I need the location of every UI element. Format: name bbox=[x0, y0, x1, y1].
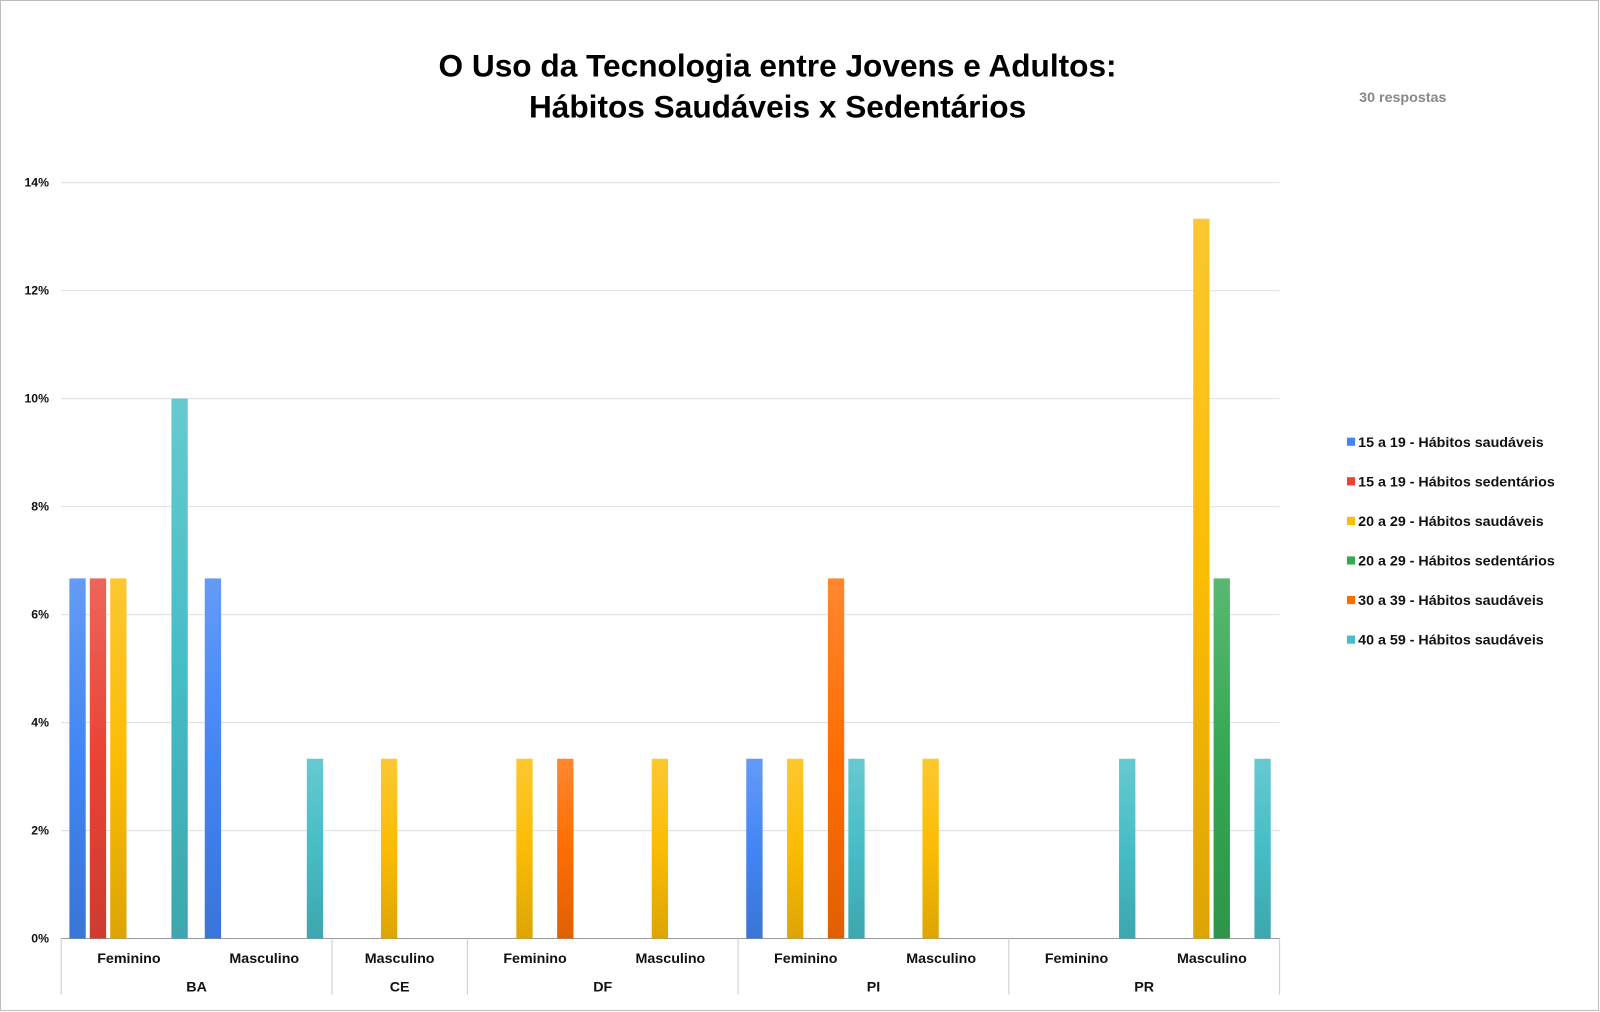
bar[interactable]: 40 a 59 - Hábitos saudáveis: 3.33% bbox=[848, 758, 865, 939]
x-group-label: DF bbox=[593, 980, 612, 996]
legend-swatch bbox=[1346, 635, 1356, 644]
bar[interactable]: 20 a 29 - Hábitos saudáveis: 3.33% bbox=[651, 758, 669, 939]
legend: 15 a 19 - Hábitos saudáveis 15 a 19 - Háb… bbox=[1346, 435, 1555, 649]
y-tick-label: 2% bbox=[31, 824, 49, 838]
legend-swatch bbox=[1346, 477, 1356, 486]
x-group-label: CE bbox=[390, 980, 410, 996]
y-tick-label: 12% bbox=[24, 284, 49, 298]
bar[interactable]: 20 a 29 - Hábitos saudáveis: 3.33% bbox=[516, 758, 533, 939]
legend-item[interactable]: 15 a 19 - Hábitos saudáveis bbox=[1346, 435, 1544, 451]
legend-swatch bbox=[1346, 595, 1356, 605]
bar[interactable]: 20 a 29 - Hábitos sedentários: 6.67% bbox=[1213, 578, 1230, 939]
x-group-label: PR bbox=[1134, 980, 1155, 996]
y-tick-label: 0% bbox=[31, 932, 49, 946]
legend-label: 20 a 29 - Hábitos saudáveis bbox=[1358, 514, 1544, 530]
legend-label: 40 a 59 - Hábitos saudáveis bbox=[1358, 633, 1544, 649]
chart-subtitle: Hábitos Saudáveis x Sedentários bbox=[529, 88, 1026, 124]
bar[interactable]: 40 a 59 - Hábitos saudáveis: 3.33% bbox=[1119, 758, 1136, 939]
x-category-label: Masculino bbox=[1177, 951, 1247, 967]
x-axis: Feminino Masculino Masculino Feminino Mascul… bbox=[60, 938, 1281, 996]
legend-item[interactable]: 20 a 29 - Hábitos saudáveis bbox=[1346, 514, 1544, 530]
y-tick-label: 4% bbox=[31, 716, 49, 730]
legend-item[interactable]: 30 a 39 - Hábitos saudáveis bbox=[1346, 593, 1544, 609]
bar[interactable]: 15 a 19 - Hábitos saudáveis: 6.67% bbox=[69, 578, 86, 939]
x-group-label: PI bbox=[867, 980, 881, 996]
y-tick-label: 8% bbox=[31, 500, 49, 514]
x-category-label: Masculino bbox=[636, 951, 706, 967]
x-category-label: Feminino bbox=[503, 951, 567, 967]
response-count: 30 respostas bbox=[1359, 90, 1446, 106]
bar[interactable]: 15 a 19 - Hábitos sedentários: 6.67% bbox=[89, 578, 107, 939]
legend-item[interactable]: 15 a 19 - Hábitos sedentários bbox=[1346, 474, 1555, 490]
legend-label: 30 a 39 - Hábitos saudáveis bbox=[1358, 593, 1544, 609]
bar[interactable]: 20 a 29 - Hábitos saudáveis: 13.33% bbox=[1193, 218, 1210, 939]
x-category-label: Feminino bbox=[1045, 951, 1109, 967]
bar[interactable]: 40 a 59 - Hábitos saudáveis: 3.33% bbox=[306, 758, 324, 939]
bar[interactable]: 20 a 29 - Hábitos saudáveis: 3.33% bbox=[787, 758, 804, 939]
bar[interactable]: 20 a 29 - Hábitos saudáveis: 3.33% bbox=[380, 758, 398, 939]
x-category-label: Masculino bbox=[906, 951, 976, 967]
bar[interactable]: 15 a 19 - Hábitos saudáveis: 3.33% bbox=[746, 758, 763, 939]
legend-label: 15 a 19 - Hábitos sedentários bbox=[1358, 474, 1555, 490]
bar[interactable]: 30 a 39 - Hábitos saudáveis: 6.67% bbox=[827, 578, 845, 939]
legend-item[interactable]: 40 a 59 - Hábitos saudáveis bbox=[1346, 633, 1544, 649]
x-category-label: Feminino bbox=[97, 951, 161, 967]
y-tick-label: 6% bbox=[31, 608, 49, 622]
legend-swatch bbox=[1346, 556, 1356, 565]
legend-swatch bbox=[1346, 516, 1356, 525]
chart-title: O Uso da Tecnologia entre Jovens e Adult… bbox=[439, 48, 1117, 84]
bar[interactable]: 20 a 29 - Hábitos saudáveis: 3.33% bbox=[922, 758, 939, 939]
y-tick-label: 10% bbox=[24, 392, 49, 406]
bar[interactable]: 30 a 39 - Hábitos saudáveis: 3.33% bbox=[557, 758, 574, 939]
bar[interactable]: 40 a 59 - Hábitos saudáveis: 10% bbox=[171, 398, 188, 939]
x-group-label: BA bbox=[186, 980, 207, 996]
bar[interactable]: 20 a 29 - Hábitos saudáveis: 6.67% bbox=[110, 578, 127, 939]
legend-item[interactable]: 20 a 29 - Hábitos sedentários bbox=[1346, 554, 1555, 570]
legend-label: 20 a 29 - Hábitos sedentários bbox=[1358, 554, 1555, 570]
y-tick-label: 14% bbox=[24, 176, 49, 190]
x-category-label: Masculino bbox=[229, 951, 299, 967]
x-category-label: Feminino bbox=[774, 951, 838, 967]
legend-swatch bbox=[1346, 437, 1356, 446]
gridlines: 0% 2% 4% 6% 8% 10% 12% 14% bbox=[24, 176, 1280, 946]
bars: 15 a 19 - Hábitos saudáveis: 6.67%15 a 1… bbox=[69, 218, 1271, 939]
x-category-label: Masculino bbox=[365, 951, 435, 967]
bar[interactable]: 15 a 19 - Hábitos saudáveis: 6.67% bbox=[204, 578, 222, 939]
legend-label: 15 a 19 - Hábitos saudáveis bbox=[1358, 435, 1544, 451]
bar[interactable]: 40 a 59 - Hábitos saudáveis: 3.33% bbox=[1254, 758, 1271, 939]
